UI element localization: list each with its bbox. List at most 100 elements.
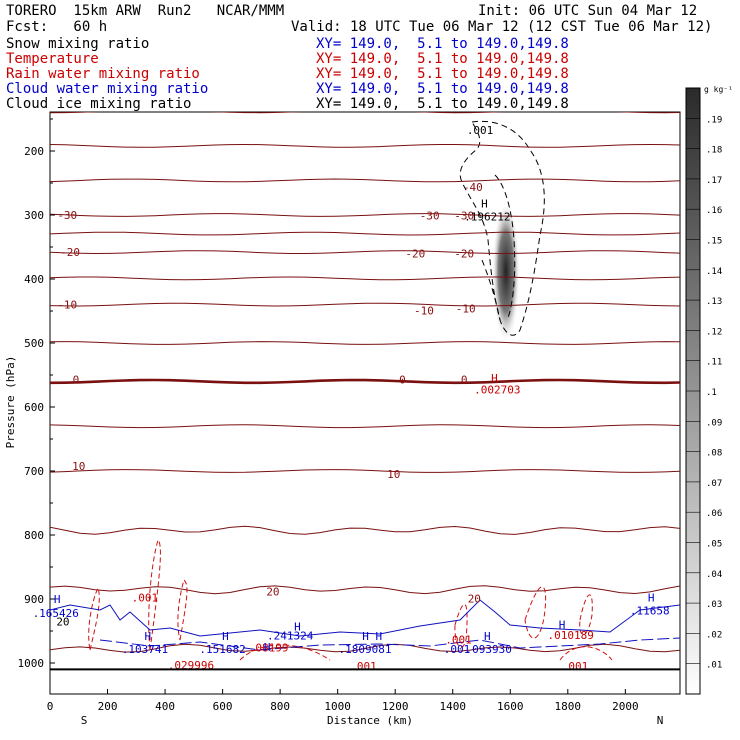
colorbar-label: .18 [706,146,722,156]
contour-annotation: 20 [56,615,69,628]
isotherm-label: 0 [73,373,80,386]
contour-annotation: H [484,630,491,643]
x-tick-label: 400 [155,700,175,713]
temperature-isotherm [50,525,680,535]
colorbar-label: .02 [706,630,722,640]
y-tick-label: 700 [24,465,44,478]
colorbar-units: g kg⁻¹ [704,85,733,94]
colorbar-label: .07 [706,479,722,489]
isotherm-label: -30 [57,209,77,222]
temperature-isotherm [50,424,680,429]
colorbar-label: .14 [706,267,722,277]
contour-annotation: H [144,630,151,643]
contour-annotation: H [559,619,566,632]
x-tick-label: 600 [213,700,233,713]
x-tick-label: 1600 [497,700,524,713]
field-xy-rain: XY= 149.0, 5.1 to 149.0,149.8 [316,66,569,82]
field-xy-temperature: XY= 149.0, 5.1 to 149.0,149.8 [316,51,569,67]
x-axis-label: Distance (km) [327,714,413,727]
isotherm-label: 20 [468,592,481,605]
contour-annotation: .001 [132,592,159,605]
isotherm-label: 20 [266,585,279,598]
field-name-rain: Rain water mixing ratio [6,66,200,82]
colorbar-label: .03 [706,600,722,610]
colorbar-label: .09 [706,418,722,428]
colorbar-label: .04 [706,570,722,580]
temperature-isotherm [50,469,680,473]
contour-annotation: H [648,592,655,605]
rain-water-contour [579,594,593,635]
contour-annotation: H [491,372,498,385]
colorbar-label: .15 [706,237,722,247]
colorbar-label: .08 [706,449,722,459]
temperature-isotherm [50,250,680,255]
x-tick-label: 1200 [382,700,409,713]
isotherm-label: -20 [454,247,474,260]
isotherm-label: -30 [420,210,440,223]
temperature-isotherm [50,378,680,385]
x-tick-label: 200 [98,700,118,713]
contour-annotation: .11658 [630,605,670,618]
rain-water-contour [148,539,161,651]
contour-annotation: H H [362,630,382,643]
x-tick-label: 0 [47,700,54,713]
colorbar-label: .17 [706,176,722,186]
init-time: Init: 06 UTC Sun 04 Mar 12 [478,3,698,19]
isotherm-label: -20 [60,246,80,259]
field-name-cloud-water: Cloud water mixing ratio [6,81,209,97]
rain-water-contour [239,644,331,661]
isotherm-label: -30 [454,210,474,223]
y-tick-label: 200 [24,145,44,158]
cloud-water-contour [99,637,680,651]
plot-frame [49,111,681,695]
colorbar-label: .1 [706,388,717,398]
snow-mixing-ratio-shading [491,207,520,351]
temperature-isotherm [50,341,680,345]
y-tick-label: 900 [24,593,44,606]
field-name-snow: Snow mixing ratio [6,36,150,52]
field-name-cloud-ice: Cloud ice mixing ratio [6,96,192,112]
isotherm-label: 0 [461,373,468,386]
x-tick-label: 800 [270,700,290,713]
contour-annotation: .010189 [548,629,594,642]
contour-annotation: .165426 [33,607,79,620]
temperature-isotherm [50,143,680,148]
cloud-ice-contour [481,259,501,321]
south-label: S [81,714,88,727]
temperature-isotherm [50,276,680,281]
contour-annotation: .08199 [249,642,289,655]
rain-water-contour [454,603,468,648]
colorbar-label: .01 [706,661,722,671]
contour-annotation: H [222,630,229,643]
contour-annotation: .151682 [199,643,245,656]
contour-annotation: .196212 [464,210,510,223]
valid-time: Valid: 18 UTC Tue 06 Mar 12 (12 CST Tue … [291,19,713,35]
y-tick-label: 500 [24,337,44,350]
colorbar-label: .16 [706,206,722,216]
rain-water-contour [177,579,188,641]
cloud-ice-contour [459,120,545,336]
isotherm-label: 0 [399,373,406,386]
isotherm-label: -40 [463,181,483,194]
isotherm-label: -20 [405,247,425,260]
colorbar-label: .11 [706,358,722,368]
rain-water-contour [88,586,100,651]
colorbar-label: .06 [706,509,722,519]
y-axis-label: Pressure (hPa) [4,356,17,449]
contour-annotation: H [481,197,488,210]
isotherm-label: -10 [456,302,476,315]
colorbar-label: .12 [706,327,722,337]
colorbar-label: .19 [706,115,722,125]
isotherm-label: -10 [414,304,434,317]
y-tick-label: 600 [24,401,44,414]
contour-annotation: .1809081 [339,643,392,656]
contour-annotation: .001 [467,124,494,137]
temperature-isotherm [50,585,680,595]
x-tick-label: 1800 [555,700,582,713]
contour-annotation: .103741 [122,643,168,656]
contour-annotation: H [54,593,61,606]
isotherm-label: -10 [57,299,77,312]
forecast-hour: Fcst: 60 h [6,19,108,35]
temperature-isotherm [50,213,680,217]
